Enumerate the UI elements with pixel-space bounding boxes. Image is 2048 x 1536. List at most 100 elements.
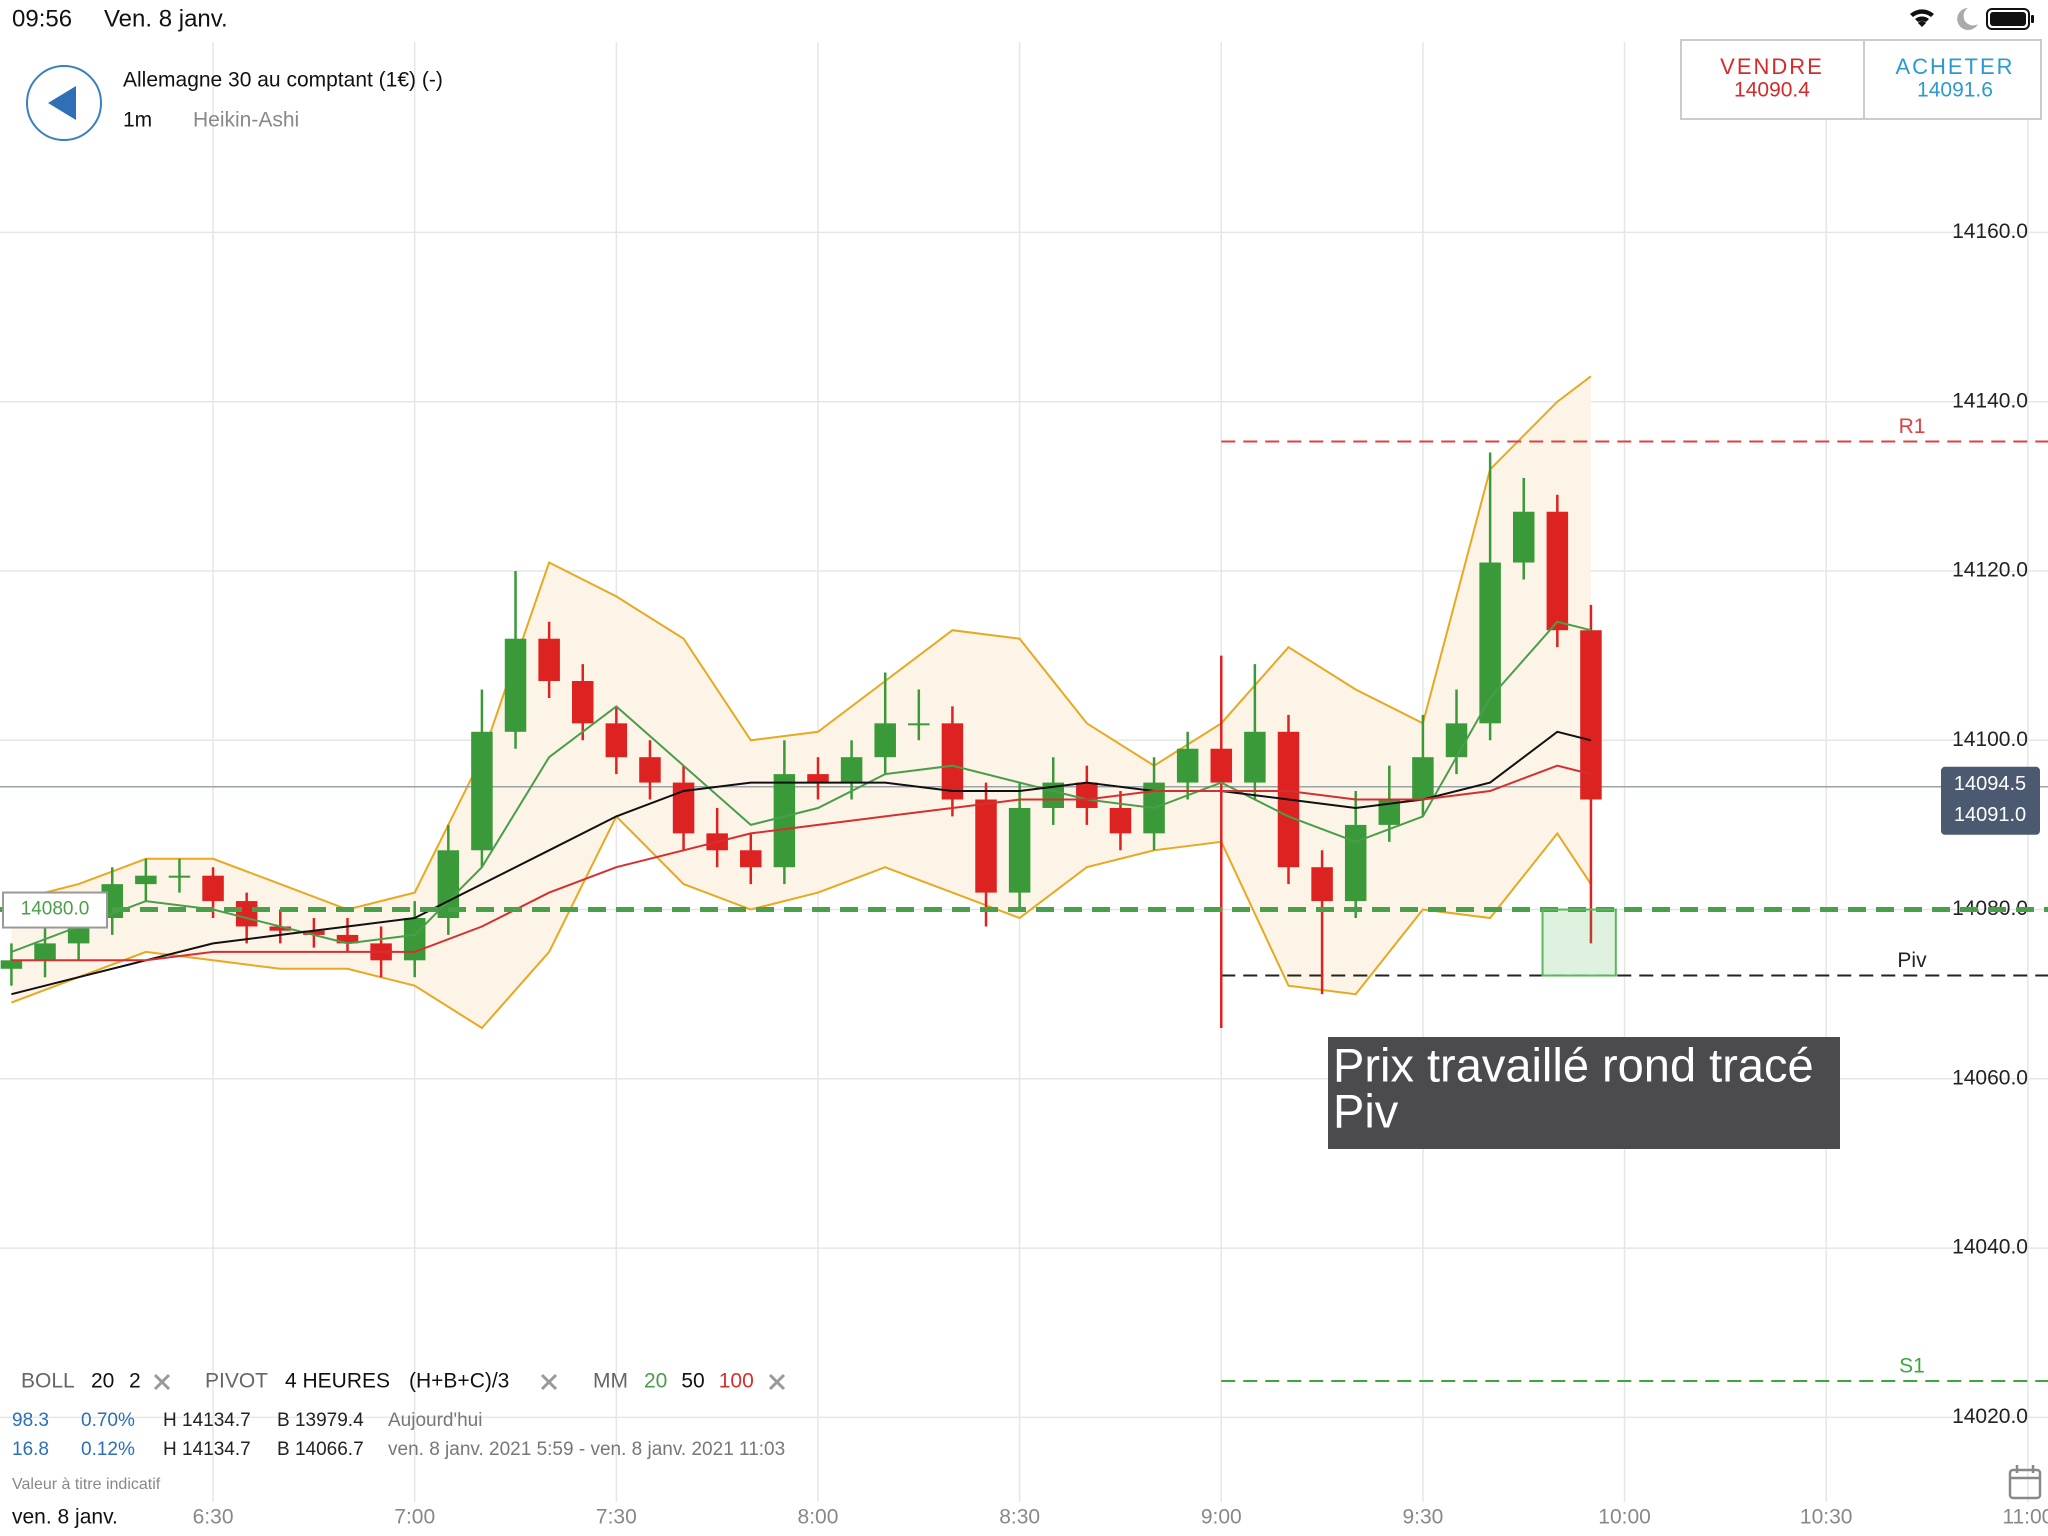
candle-body [504, 638, 527, 732]
candle-body [1008, 807, 1031, 893]
candle-body [941, 723, 964, 800]
candle-body [471, 731, 493, 851]
stat-change-pct: 0.12% [81, 1439, 135, 1460]
candle-body [437, 850, 460, 918]
stat-low: B 14066.7 [277, 1439, 364, 1460]
moving-average [11, 764, 1592, 962]
candle-body [1344, 824, 1367, 902]
pivot-name[interactable]: PIVOT [205, 1370, 268, 1393]
remove-pivot[interactable] [540, 1373, 558, 1391]
chart-style[interactable]: Heikin-Ashi [193, 109, 299, 132]
candle-body [807, 774, 829, 783]
support-label-box [2, 891, 108, 929]
indicator-bar: BOLL 20 2 PIVOT 4 HEURES (H+B+C)/3 MM 20… [21, 1370, 786, 1393]
plot-area: R1 Piv S1 14020.0 14040.0 14060.0 14080.0 14100… [0, 42, 2048, 1502]
zone [1541, 908, 1617, 977]
candle-body [269, 926, 292, 931]
candle-body [908, 723, 930, 726]
price-tag: 14091.0 [1954, 804, 2026, 826]
remove-boll[interactable] [153, 1373, 171, 1391]
footer-date-bg [0, 1502, 134, 1536]
candle-body [773, 774, 796, 868]
candle-body [403, 918, 426, 961]
pivot-label: S1 [1899, 1355, 1925, 1378]
candle-body [1479, 562, 1501, 724]
buy-label[interactable]: ACHETER [1895, 54, 2014, 79]
candle-body [202, 875, 224, 902]
moving-average [11, 730, 1592, 996]
annotation-text: Prix travaillé rond tracé [1333, 1038, 1814, 1091]
bollinger-lower [11, 814, 1592, 1030]
candle-body [1210, 748, 1233, 783]
instrument-name: Allemagne 30 au comptant (1€) (-) [123, 69, 443, 92]
stat-period: Aujourd'hui [388, 1410, 482, 1431]
stats: 98.3 0.70% H 14134.7 B 13979.4 Aujourd'h… [12, 1410, 785, 1493]
calendar-button[interactable] [2008, 1465, 2042, 1500]
boll-period: 20 [91, 1370, 114, 1393]
candle-body [874, 723, 896, 758]
y-tick-label: 14100.0 [1952, 728, 2028, 751]
x-tick-label: 6:30 [193, 1506, 234, 1529]
candle-body [1076, 782, 1098, 808]
candle-body [1176, 748, 1199, 783]
bollinger-fill [11, 376, 1591, 1028]
candle-body [34, 943, 56, 961]
pivot-label: R1 [1899, 415, 1926, 438]
candle-body [1512, 511, 1535, 563]
status-icons [1910, 8, 2034, 30]
candle-body [1378, 799, 1401, 825]
footer-date: ven. 8 janv. [12, 1506, 118, 1529]
x-tick-label: 11:00 [2002, 1506, 2048, 1529]
candle-body [571, 681, 594, 724]
overlays: 14020.0 14040.0 14060.0 14080.0 14100.0 14120… [0, 220, 2048, 1428]
price-tag-box [1941, 766, 2040, 835]
battery-icon [1986, 8, 2030, 30]
candle-body [303, 930, 325, 935]
bollinger [11, 375, 1592, 1030]
candle-body [740, 850, 762, 868]
pivot-formula: (H+B+C)/3 [409, 1370, 509, 1393]
candle-body [1244, 731, 1266, 783]
mm-legend: 20 50 100 [644, 1370, 754, 1393]
candle-body [1580, 630, 1602, 800]
y-tick-label: 14160.0 [1952, 220, 2028, 243]
candle-body [1412, 757, 1434, 800]
wifi-icon [1910, 9, 1934, 27]
boll-name[interactable]: BOLL [21, 1370, 75, 1393]
sell-label[interactable]: VENDRE [1720, 54, 1824, 79]
price-tag: 14094.5 [1954, 773, 2026, 795]
stat-high: H 14134.7 [163, 1439, 251, 1460]
annotation-box [1328, 1037, 1840, 1149]
bollinger-upper [11, 375, 1592, 911]
trade-buttons: VENDRE 14090.4 ACHETER 14091.6 [1680, 39, 2042, 120]
y-tick-label: 14040.0 [1952, 1236, 2028, 1259]
candle-body [235, 901, 258, 927]
interval[interactable]: 1m [123, 109, 152, 132]
annotation-text: Piv [1333, 1084, 1399, 1137]
candle-body [975, 799, 997, 893]
x-tick-label: 8:30 [999, 1506, 1040, 1529]
trade-box [1680, 39, 2042, 120]
x-tick-label: 7:30 [596, 1506, 637, 1529]
moving-averages [11, 620, 1592, 996]
x-tick-label: 9:00 [1201, 1506, 1242, 1529]
battery-tip [2031, 15, 2034, 23]
back-button[interactable] [26, 65, 102, 141]
sell-price[interactable]: 14090.4 [1734, 79, 1810, 102]
candle-body [538, 638, 560, 682]
candle-body [135, 875, 157, 885]
x-tick-label: 10:30 [1800, 1506, 1853, 1529]
mm-name[interactable]: MM [593, 1370, 628, 1393]
stat-change-pct: 0.70% [81, 1410, 135, 1431]
stat-period: ven. 8 janv. 2021 5:59 - ven. 8 janv. 20… [388, 1439, 785, 1460]
remove-mm[interactable] [768, 1373, 786, 1391]
candle-body [336, 934, 359, 944]
support-label: 14080.0 [21, 899, 90, 920]
disclaimer: Valeur à titre indicatif [12, 1476, 161, 1493]
back-arrow[interactable] [48, 86, 76, 120]
buy-price[interactable]: 14091.6 [1917, 79, 1993, 102]
candle-body [840, 757, 863, 783]
calendar-body[interactable] [2008, 1468, 2042, 1500]
x-tick-label: 8:00 [798, 1506, 839, 1529]
